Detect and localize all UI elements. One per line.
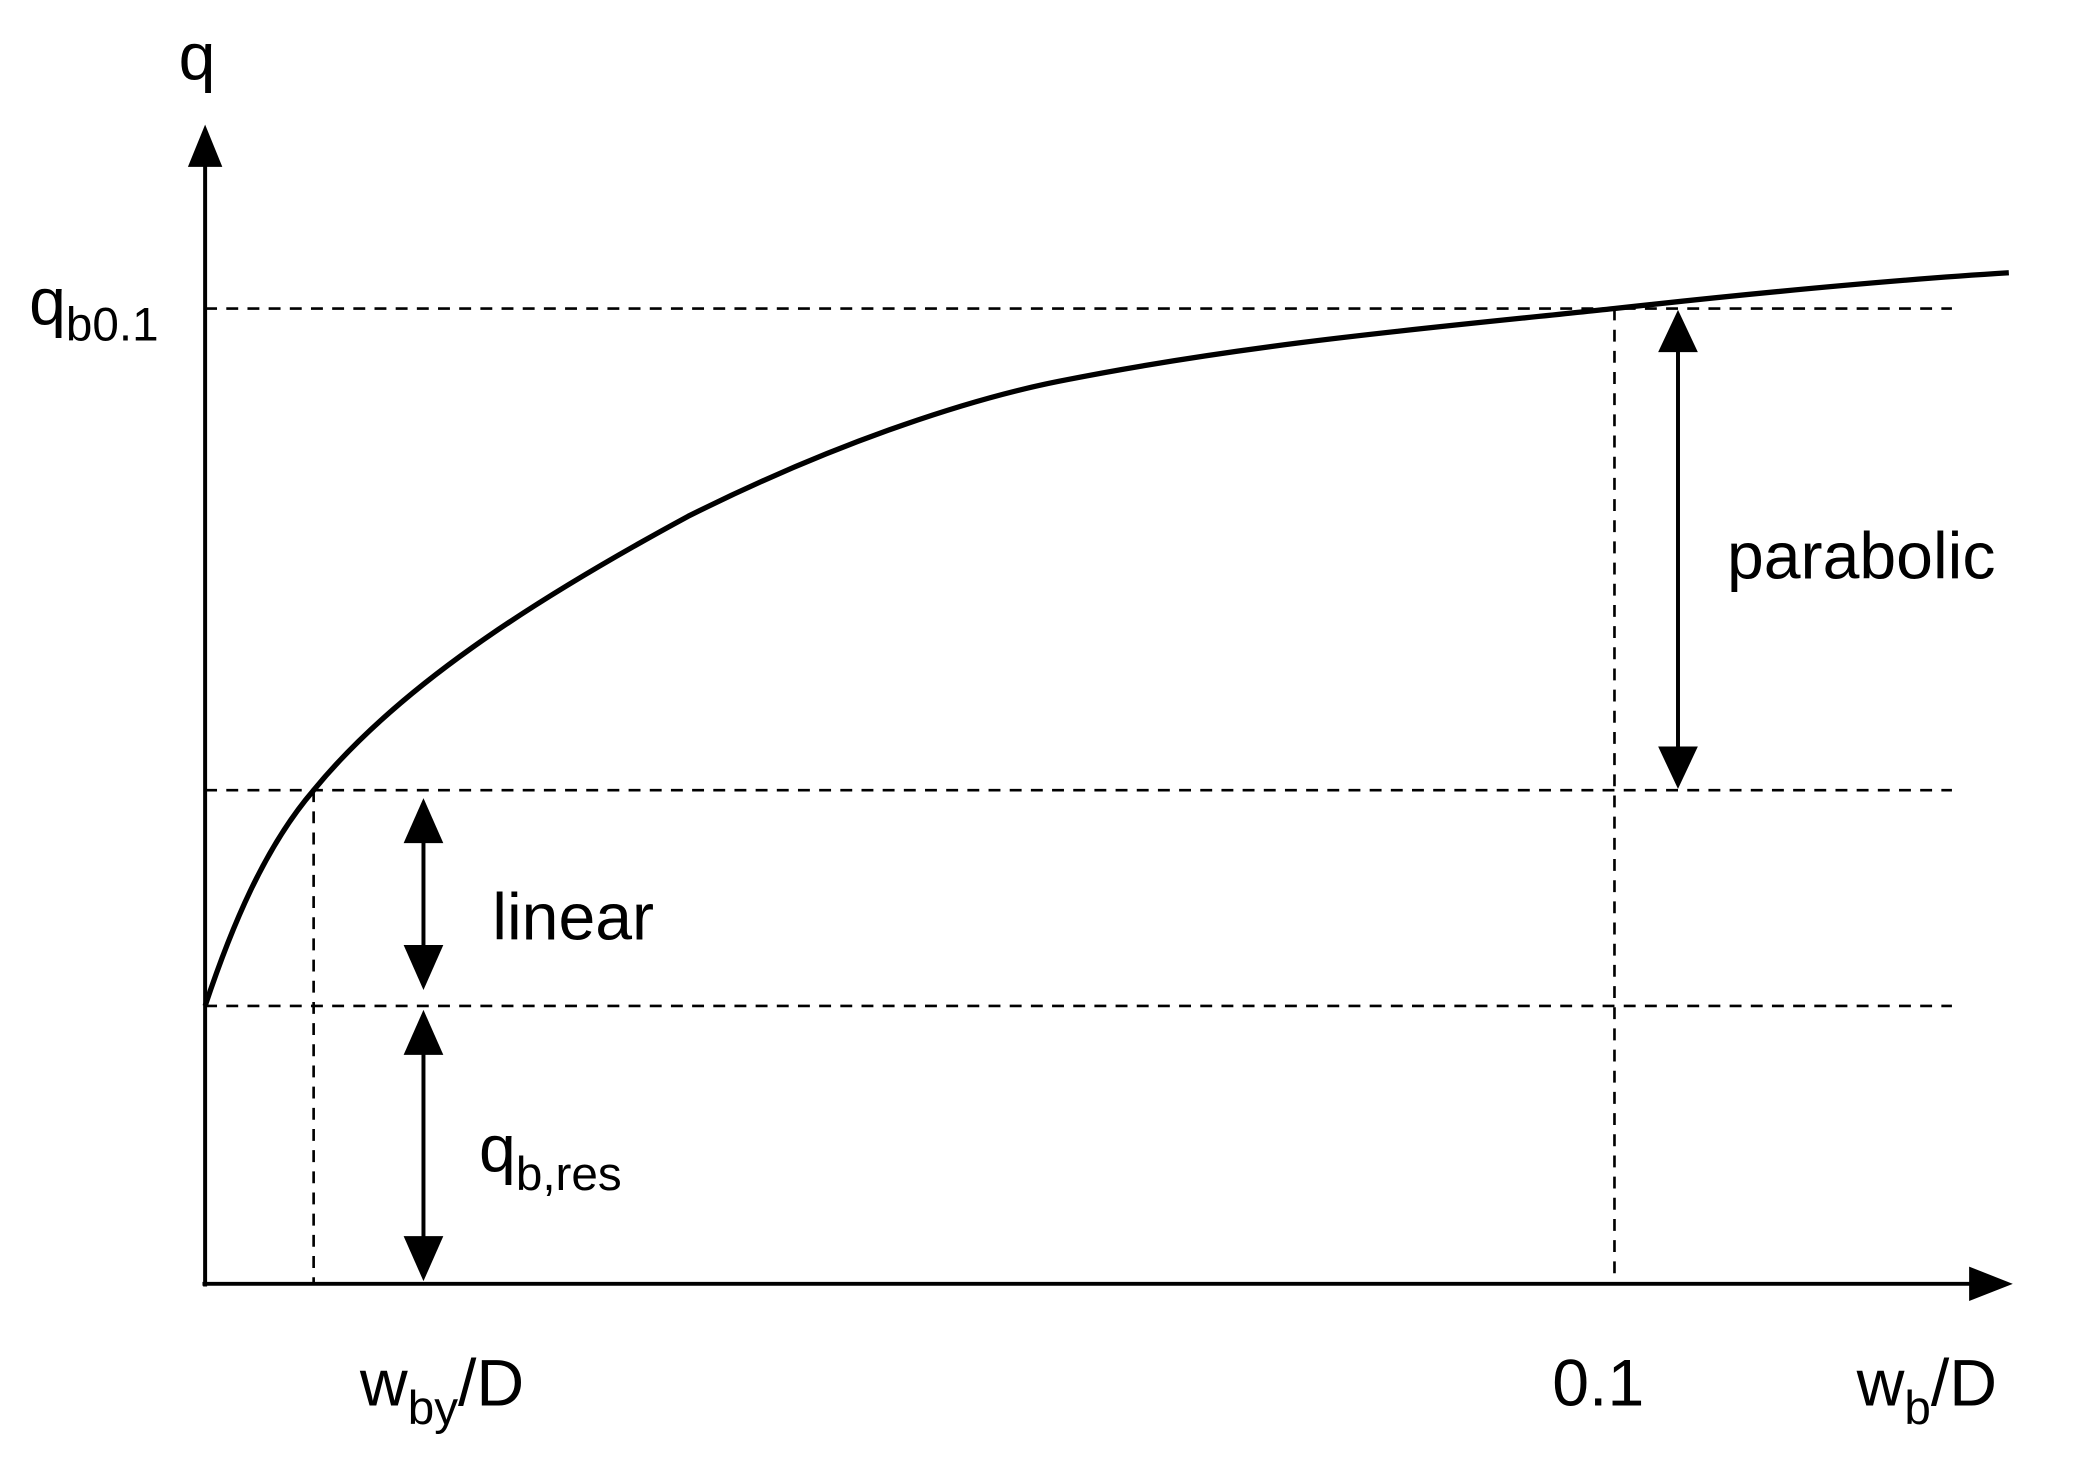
label-base: w	[359, 1347, 408, 1421]
label-tail: /D	[1931, 1347, 1997, 1421]
label-base: w	[1856, 1347, 1905, 1421]
arrow-head	[1658, 746, 1698, 789]
region-label: parabolic	[1727, 519, 1995, 593]
label-sub: by	[408, 1382, 458, 1435]
label-base: q	[479, 1112, 516, 1186]
label-base: 0.1	[1552, 1347, 1644, 1421]
arrow-head	[403, 1236, 444, 1282]
label-base: q	[29, 265, 66, 339]
arrow-head	[403, 1009, 444, 1055]
x-axis-label: wb/D	[1856, 1347, 1997, 1436]
x-mark-label: 0.1	[1552, 1347, 1644, 1421]
arrow-head	[1658, 309, 1698, 353]
label-base: q	[179, 21, 216, 95]
label-sub: b	[1904, 1382, 1930, 1435]
curve	[202, 270, 2009, 1007]
region-label: qb,res	[479, 1112, 622, 1201]
y-axis-label: q	[179, 21, 216, 95]
arrow-head	[403, 945, 444, 991]
level-label: qb0.1	[29, 265, 158, 351]
x-mark-label: wby/D	[359, 1347, 524, 1436]
label-sub: b0.1	[66, 298, 159, 351]
label-tail: /D	[458, 1347, 524, 1421]
label-sub: b,res	[516, 1148, 622, 1201]
region-label: linear	[492, 881, 654, 955]
x-axis-arrow	[1969, 1266, 2013, 1302]
arrow-head	[403, 798, 444, 844]
y-axis-arrow	[187, 124, 223, 167]
